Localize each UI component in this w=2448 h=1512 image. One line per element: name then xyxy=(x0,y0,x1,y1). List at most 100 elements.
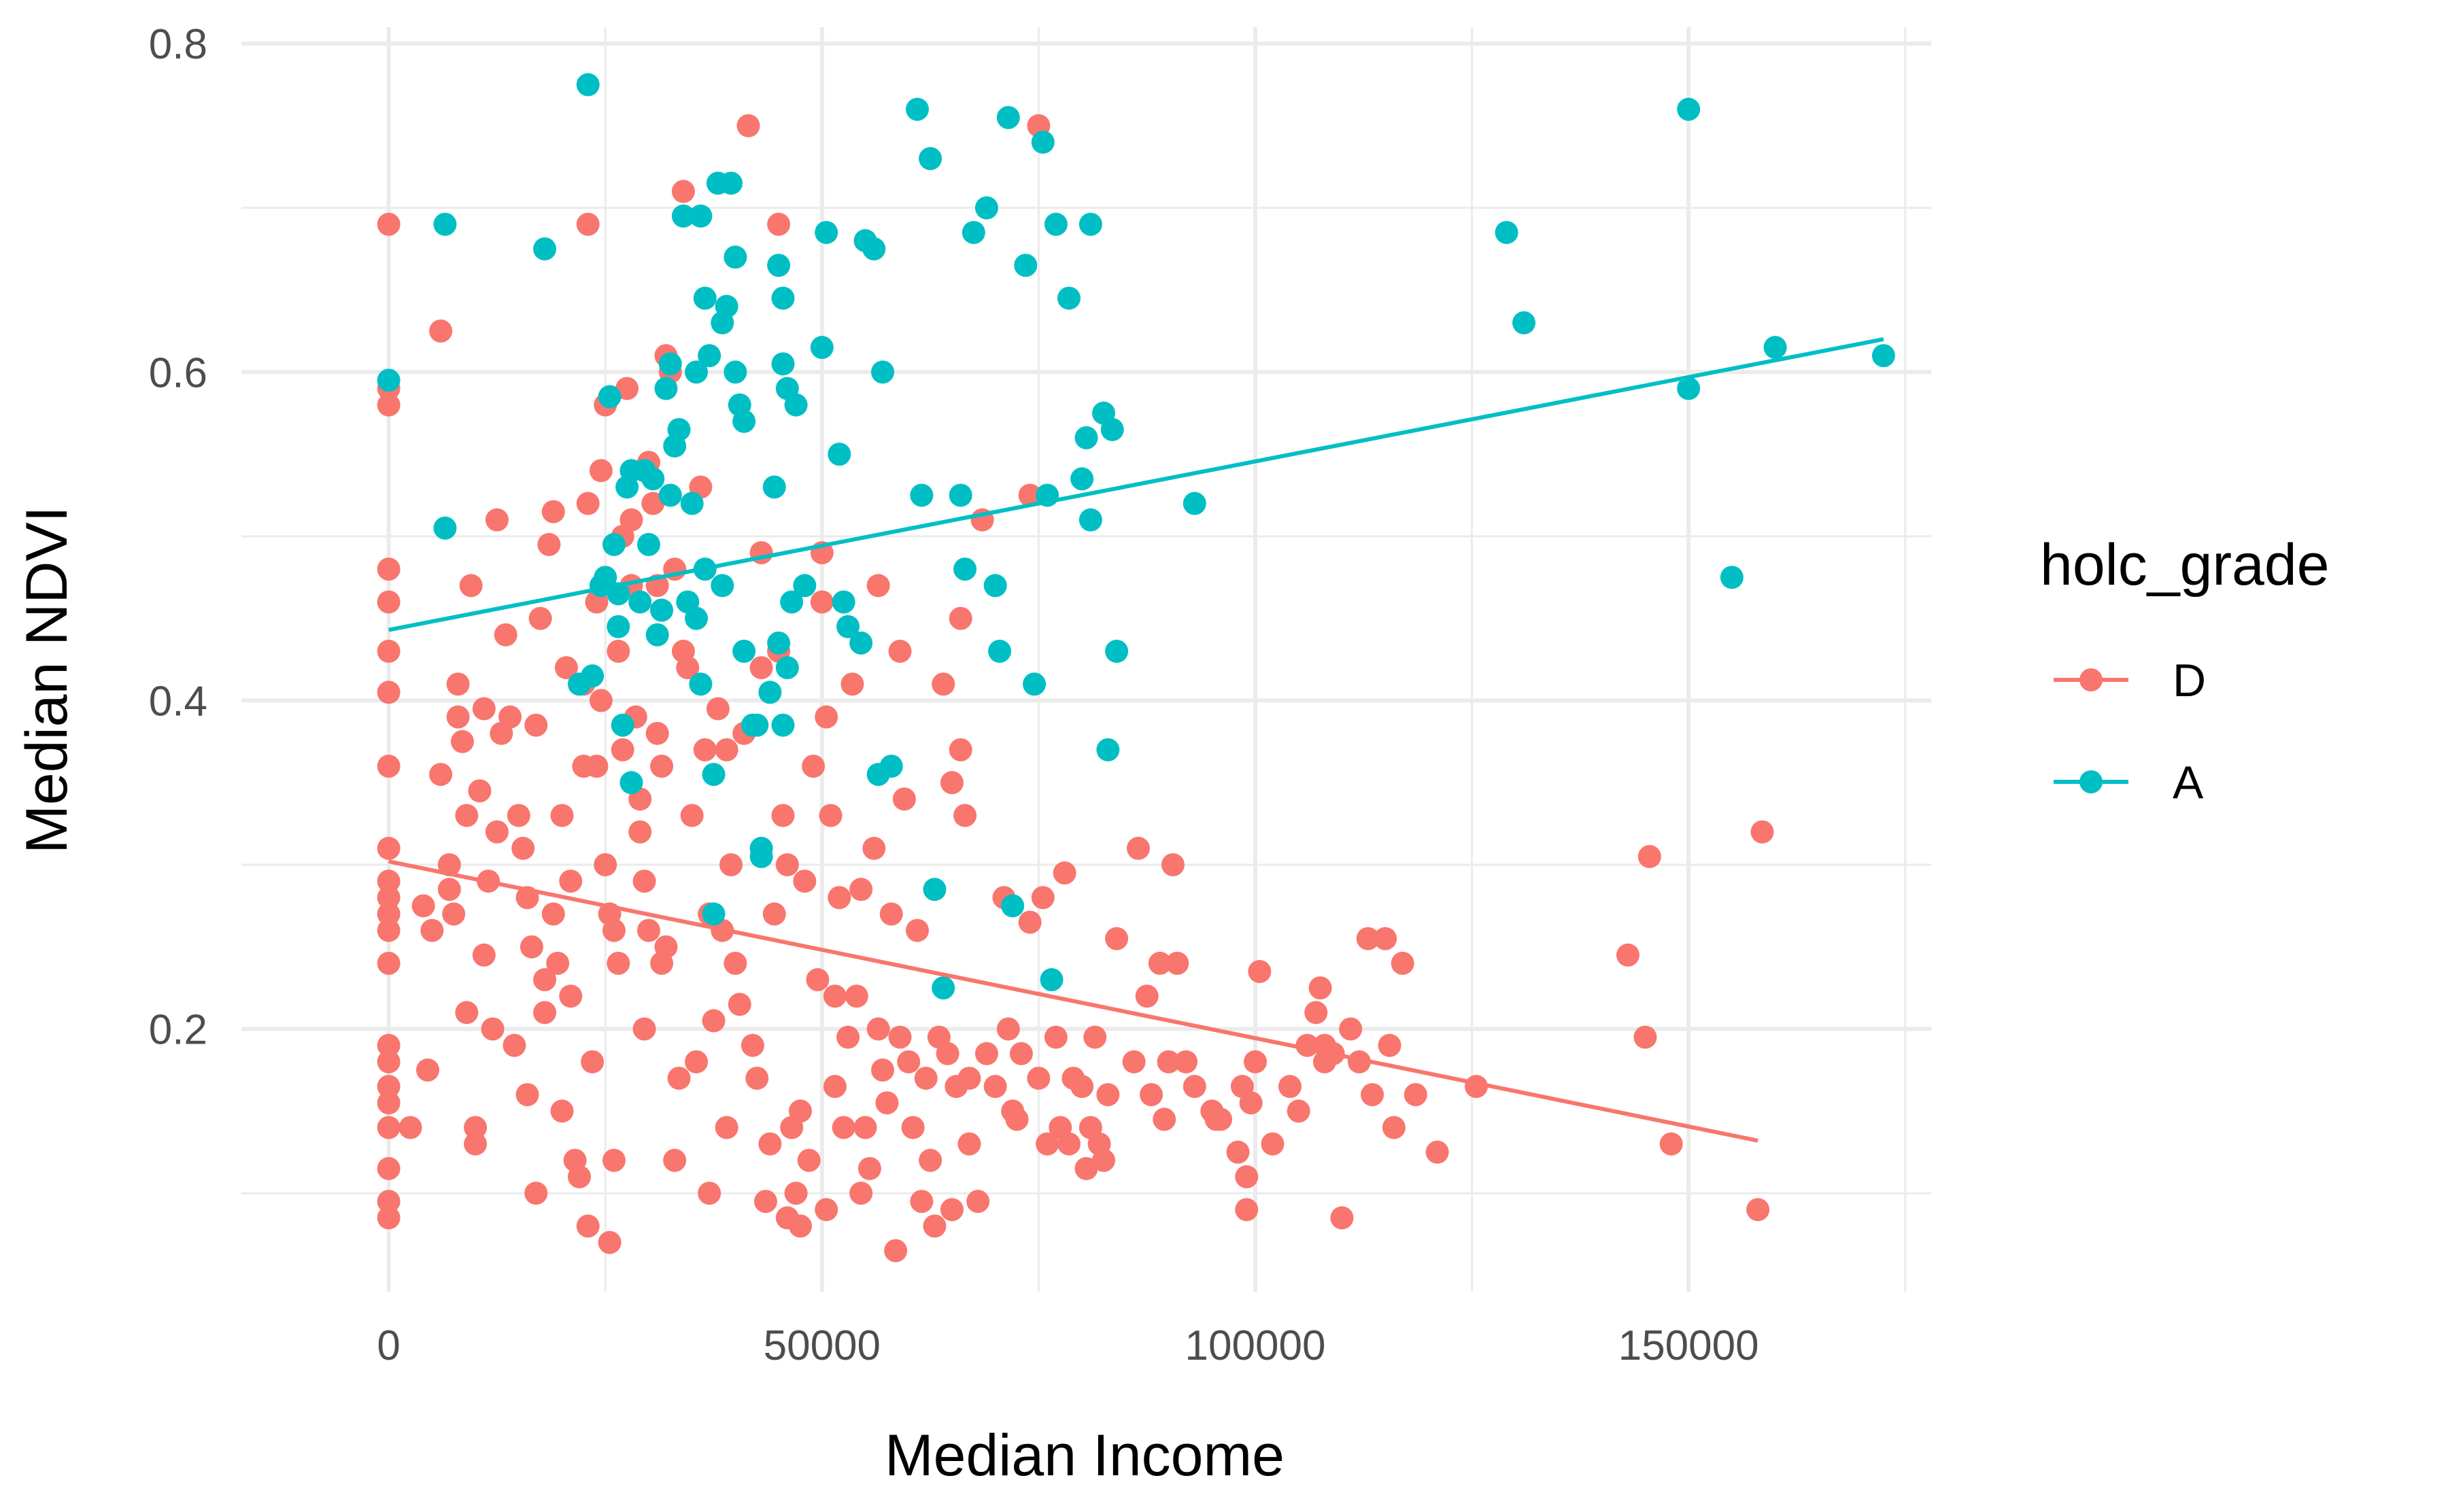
data-point xyxy=(1057,286,1081,310)
data-point xyxy=(377,1206,401,1230)
data-point xyxy=(1261,1132,1285,1156)
data-point xyxy=(689,672,713,696)
data-point xyxy=(628,820,652,844)
data-point xyxy=(1122,1050,1146,1073)
data-point xyxy=(602,1148,626,1172)
data-point xyxy=(485,508,509,532)
data-point xyxy=(554,656,578,680)
data-point xyxy=(784,1182,808,1205)
data-point xyxy=(585,755,609,778)
data-point xyxy=(728,993,751,1016)
data-point xyxy=(862,836,886,860)
data-point xyxy=(1339,1017,1363,1041)
data-point xyxy=(685,360,709,384)
data-point xyxy=(650,755,674,778)
data-point xyxy=(823,1075,847,1099)
data-point xyxy=(1091,1148,1115,1172)
data-point xyxy=(481,1017,505,1041)
data-point xyxy=(671,179,695,203)
data-point xyxy=(377,590,401,614)
data-point xyxy=(598,1231,622,1254)
data-point xyxy=(767,631,791,655)
data-point xyxy=(919,1148,942,1172)
data-point xyxy=(641,467,665,491)
data-point xyxy=(815,220,838,244)
data-point xyxy=(685,606,709,630)
data-point xyxy=(1009,1042,1033,1065)
data-point xyxy=(957,1066,981,1090)
data-point xyxy=(437,878,461,901)
data-point xyxy=(906,97,929,121)
data-point xyxy=(758,1132,782,1156)
data-point xyxy=(1746,1198,1770,1222)
data-point xyxy=(1347,1050,1371,1073)
data-point xyxy=(1239,1091,1263,1115)
data-point xyxy=(654,377,678,400)
series-A xyxy=(377,73,1895,1000)
data-point xyxy=(632,870,656,893)
data-point xyxy=(871,1058,895,1082)
data-point xyxy=(528,606,552,630)
data-point xyxy=(541,500,565,523)
y-axis-title: Median NDVI xyxy=(14,506,80,853)
data-point xyxy=(857,1156,881,1180)
data-point xyxy=(559,984,583,1008)
data-point xyxy=(771,352,795,376)
data-point xyxy=(974,196,998,220)
data-point xyxy=(888,1025,912,1049)
data-point xyxy=(628,590,652,614)
data-point xyxy=(724,951,747,975)
x-tick-label: 150000 xyxy=(1618,1322,1759,1369)
data-point xyxy=(1677,377,1701,400)
data-point xyxy=(645,623,669,647)
data-point xyxy=(1031,886,1055,910)
data-point xyxy=(702,1009,726,1033)
data-point xyxy=(910,483,934,507)
data-point xyxy=(1226,1140,1250,1164)
data-point xyxy=(1166,951,1189,975)
data-point xyxy=(377,1156,401,1180)
data-point xyxy=(1078,508,1102,532)
data-point xyxy=(949,606,972,630)
data-point xyxy=(819,804,843,827)
data-point xyxy=(377,368,401,392)
data-point xyxy=(1391,951,1414,975)
data-point xyxy=(1140,1083,1163,1107)
data-point xyxy=(1044,1025,1068,1049)
data-point xyxy=(724,360,747,384)
data-point xyxy=(974,1042,998,1065)
data-point xyxy=(810,590,834,614)
data-point xyxy=(745,1066,769,1090)
data-point xyxy=(1105,927,1129,950)
data-point xyxy=(693,286,717,310)
data-point xyxy=(507,804,530,827)
data-point xyxy=(749,656,773,680)
data-point xyxy=(901,1116,925,1139)
data-point xyxy=(784,393,808,417)
data-point xyxy=(576,212,600,236)
data-point xyxy=(862,237,886,261)
data-point xyxy=(1248,959,1272,983)
data-point xyxy=(1183,1075,1206,1099)
data-point xyxy=(377,755,401,778)
legend-key-point xyxy=(2079,668,2103,691)
data-point xyxy=(771,804,795,827)
data-point xyxy=(732,639,756,663)
data-point xyxy=(884,1239,908,1262)
data-point xyxy=(654,935,678,959)
data-point xyxy=(377,393,401,417)
data-point xyxy=(1278,1075,1302,1099)
data-point xyxy=(711,574,734,598)
data-point xyxy=(996,105,1020,129)
data-point xyxy=(581,664,605,688)
data-point xyxy=(745,713,769,737)
data-point xyxy=(533,968,557,992)
data-point xyxy=(1036,1132,1059,1156)
data-point xyxy=(607,951,630,975)
data-point xyxy=(840,672,864,696)
data-point xyxy=(581,1050,605,1073)
data-point xyxy=(494,623,517,647)
data-point xyxy=(658,352,682,376)
data-point xyxy=(775,656,799,680)
data-point xyxy=(753,1190,777,1214)
